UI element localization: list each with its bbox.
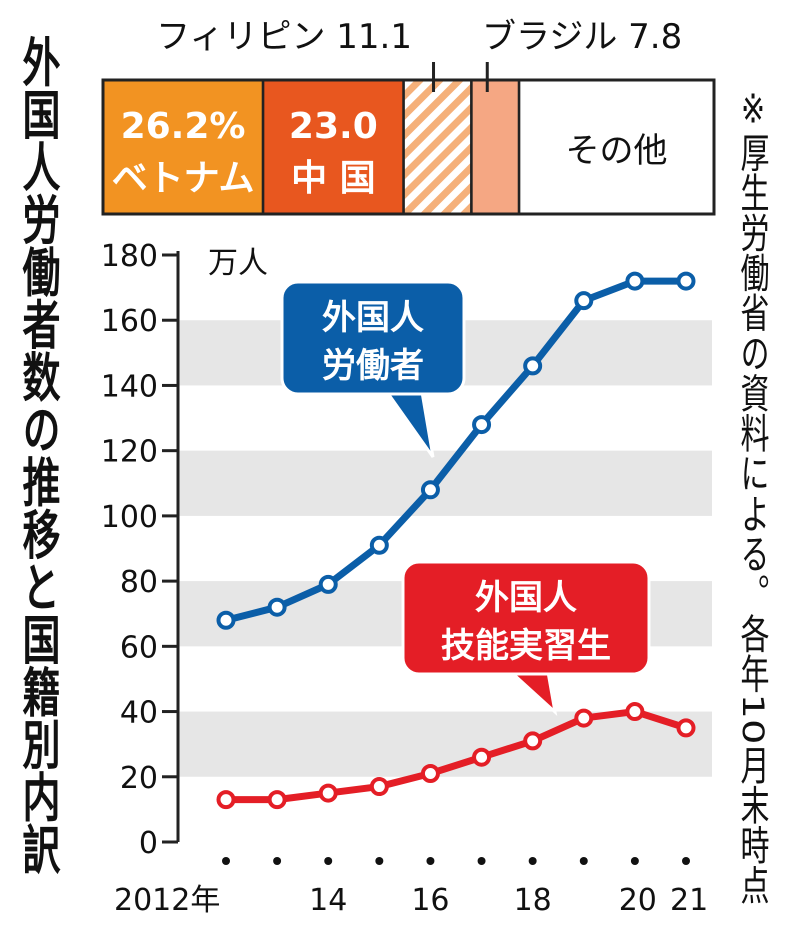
segment-top-label: フィリピン 11.1 [156,17,412,57]
bar-segment-0 [101,78,265,216]
y-tick-label: 160 [101,304,158,339]
segment-name-label: 中 国 [291,158,376,199]
x-tick-dot [630,857,639,865]
data-point [267,597,287,617]
x-axis: 2012年 14 16 18 20 21 [114,857,708,918]
segment-name-label: その他 [566,131,668,171]
y-tick-label: 100 [101,500,158,535]
source-note-text: ※厚生労働省の資料による。各年10月末時点 [736,85,770,905]
callout-line: 技能実習生 [441,626,611,666]
x-tick-dot [477,857,486,865]
callout-box [280,280,466,396]
callout-line: 外国人 [322,298,424,338]
segment-top-label: ブラジル 7.8 [482,17,682,57]
data-point [676,718,696,738]
data-point [420,764,440,784]
x-tick-label: 14 [309,883,347,918]
y-tick-label: 120 [101,435,158,470]
series-line-1 [226,708,688,804]
segment-value-label: 26.2% [121,106,246,147]
x-tick-label: 2012年 [114,883,220,918]
data-point [318,783,338,803]
segment-name-label: ベトナム [112,158,255,199]
data-point [574,291,594,311]
chart-title: 外国人労働者数の推移と国籍別内訳 [16,35,60,876]
x-tick-dot [324,857,333,865]
callout-line: 外国人 [475,578,577,618]
y-tick-label: 80 [120,565,158,600]
grid-band [178,450,712,516]
y-axis-unit: 万人 [208,246,268,281]
y-tick-label: 140 [101,369,158,404]
nationality-breakdown-bar: 26.2% ベトナム 23.0 中 国 その他 [101,78,716,216]
chart-title-text: 外国人労働者数の推移と国籍別内訳 [16,35,60,876]
data-point [420,480,440,500]
callout-line: 労働者 [322,346,424,386]
bar-segment-1 [261,78,405,216]
x-tick-label: 18 [514,883,552,918]
source-note: ※厚生労働省の資料による。各年10月末時点 [736,85,770,905]
x-tick-dot [375,857,384,865]
x-tick-dot [579,857,588,865]
data-point [318,574,338,594]
segment-value-label: 23.0 [289,106,378,147]
bar-top-labels: フィリピン 11.1 ブラジル 7.8 [156,17,682,92]
data-point [472,415,492,435]
x-tick-label: 16 [411,883,449,918]
data-point [216,790,236,810]
data-point [625,702,645,722]
series-lines [216,271,696,810]
x-tick-dot [222,857,230,865]
data-point [369,777,389,797]
callout-box [401,560,651,676]
x-tick-label: 20 [619,883,657,918]
data-point [523,731,543,751]
y-tick-label: 60 [120,630,158,665]
data-point [472,747,492,767]
y-tick-label: 40 [120,696,158,731]
bar-outline [101,78,716,216]
y-tick-label: 180 [101,239,158,274]
data-point [267,790,287,810]
data-point [676,271,696,291]
x-tick-dot [273,857,282,865]
x-tick-dot [528,857,537,865]
bar-segment-2 [402,78,473,216]
x-tick-label: 21 [670,883,708,918]
y-tick-label: 20 [120,761,158,796]
data-point [625,271,645,291]
x-tick-dot [682,857,690,865]
data-point [523,356,543,376]
series-line-0 [225,277,686,624]
data-point [216,610,236,630]
bar-segment-3 [470,78,521,216]
data-point [369,535,389,555]
y-tick-label: 0 [139,826,158,861]
x-tick-dot [426,857,435,865]
data-point [574,708,594,728]
y-axis: 0 20 40 60 80 100 120 140 160 180 万人 [101,239,268,861]
